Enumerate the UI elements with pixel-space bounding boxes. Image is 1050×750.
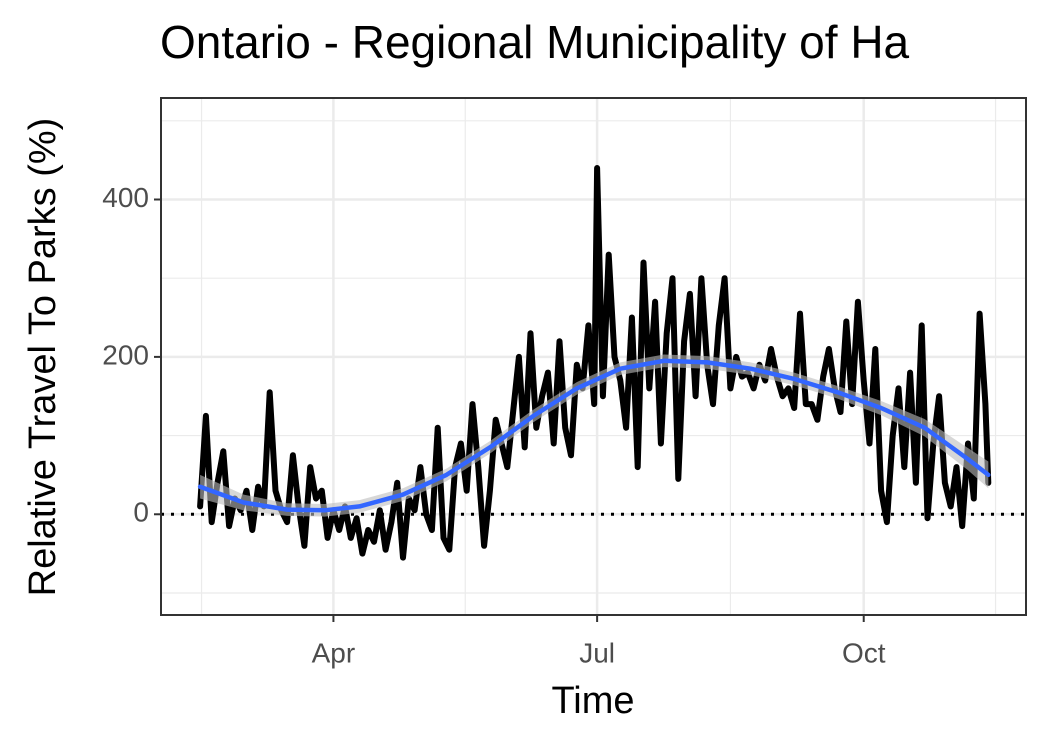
chart-title: Ontario - Regional Municipality of Ha bbox=[160, 16, 910, 68]
panel-border bbox=[160, 97, 1027, 616]
y-tick-label: 200 bbox=[102, 339, 149, 370]
plot-area: 0 200 400 Apr Jul Oct bbox=[102, 97, 1027, 668]
x-tick-label: Oct bbox=[842, 637, 886, 668]
x-tick-label: Apr bbox=[312, 637, 356, 668]
x-tick-label: Jul bbox=[579, 637, 615, 668]
smooth-line bbox=[197, 358, 991, 513]
y-tick-label: 0 bbox=[133, 497, 149, 528]
y-tick-label: 400 bbox=[102, 182, 149, 213]
y-axis-label: Relative Travel To Parks (%) bbox=[22, 118, 64, 597]
x-axis-label: Time bbox=[551, 680, 634, 722]
